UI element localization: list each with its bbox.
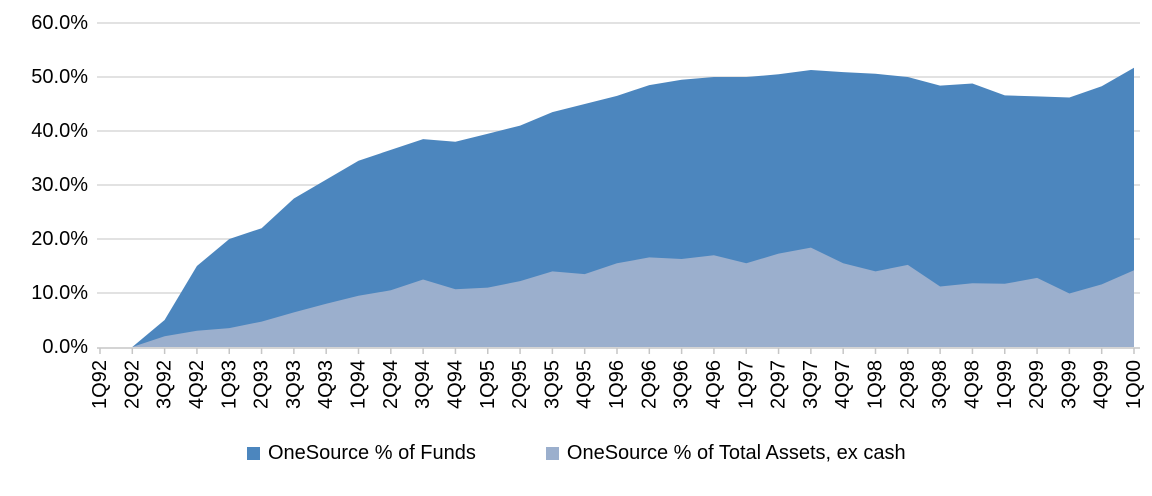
y-axis-label: 40.0% [31, 120, 88, 142]
x-axis-label: 3Q95 [541, 360, 563, 409]
x-axis-label: 4Q96 [703, 360, 725, 409]
x-axis-label: 2Q99 [1026, 360, 1048, 409]
legend-label-total-assets: OneSource % of Total Assets, ex cash [566, 442, 906, 464]
x-axis-label: 1Q96 [606, 360, 628, 409]
legend-item-funds: OneSource % of Funds [247, 442, 476, 465]
x-axis-label: 2Q93 [251, 360, 273, 409]
x-axis-label: 1Q00 [1123, 360, 1145, 409]
legend-swatch-total-assets-icon [545, 447, 559, 460]
x-axis-label: 3Q94 [412, 360, 434, 409]
x-axis-label: 1Q97 [735, 360, 757, 409]
x-axis-label: 1Q94 [348, 360, 370, 409]
x-axis-label: 4Q92 [186, 360, 208, 409]
x-axis-label: 3Q99 [1058, 360, 1080, 409]
x-axis-label: 1Q92 [89, 360, 111, 409]
y-axis-label: 20.0% [31, 228, 88, 250]
x-axis-label: 1Q99 [994, 360, 1016, 409]
x-axis-label: 3Q93 [283, 360, 305, 409]
x-axis-label: 1Q98 [865, 360, 887, 409]
x-axis-label: 4Q98 [961, 360, 983, 409]
legend-swatch-funds-icon [247, 447, 260, 460]
x-axis-label: 2Q94 [380, 360, 402, 409]
x-axis-label: 3Q98 [929, 360, 951, 409]
x-axis-label: 4Q97 [832, 360, 854, 409]
legend-item-total-assets: OneSource % of Total Assets, ex cash [545, 442, 906, 465]
x-axis-label: 4Q93 [315, 360, 337, 409]
x-axis-label: 3Q97 [800, 360, 822, 409]
x-axis-label: 1Q95 [477, 360, 499, 409]
x-axis-label: 4Q95 [574, 360, 596, 409]
x-axis-label: 4Q99 [1091, 360, 1113, 409]
x-axis-label: 3Q96 [671, 360, 693, 409]
legend: OneSource % of Funds OneSource % of Tota… [247, 442, 906, 465]
x-axis-label: 3Q92 [154, 360, 176, 409]
x-axis-label: 2Q95 [509, 360, 531, 409]
x-axis-label: 2Q98 [897, 360, 919, 409]
legend-label-funds: OneSource % of Funds [268, 442, 476, 464]
x-axis-label: 2Q96 [638, 360, 660, 409]
area-series-1 [100, 247, 1134, 347]
y-axis-label: 30.0% [31, 174, 88, 196]
y-axis-label: 0.0% [42, 336, 88, 358]
x-axis-label: 1Q93 [218, 360, 240, 409]
y-axis-label: 60.0% [31, 12, 88, 34]
x-axis-label: 2Q97 [768, 360, 790, 409]
y-axis-label: 10.0% [31, 282, 88, 304]
x-axis-label: 4Q94 [444, 360, 466, 409]
y-axis-label: 50.0% [31, 66, 88, 88]
x-axis-label: 2Q92 [121, 360, 143, 409]
